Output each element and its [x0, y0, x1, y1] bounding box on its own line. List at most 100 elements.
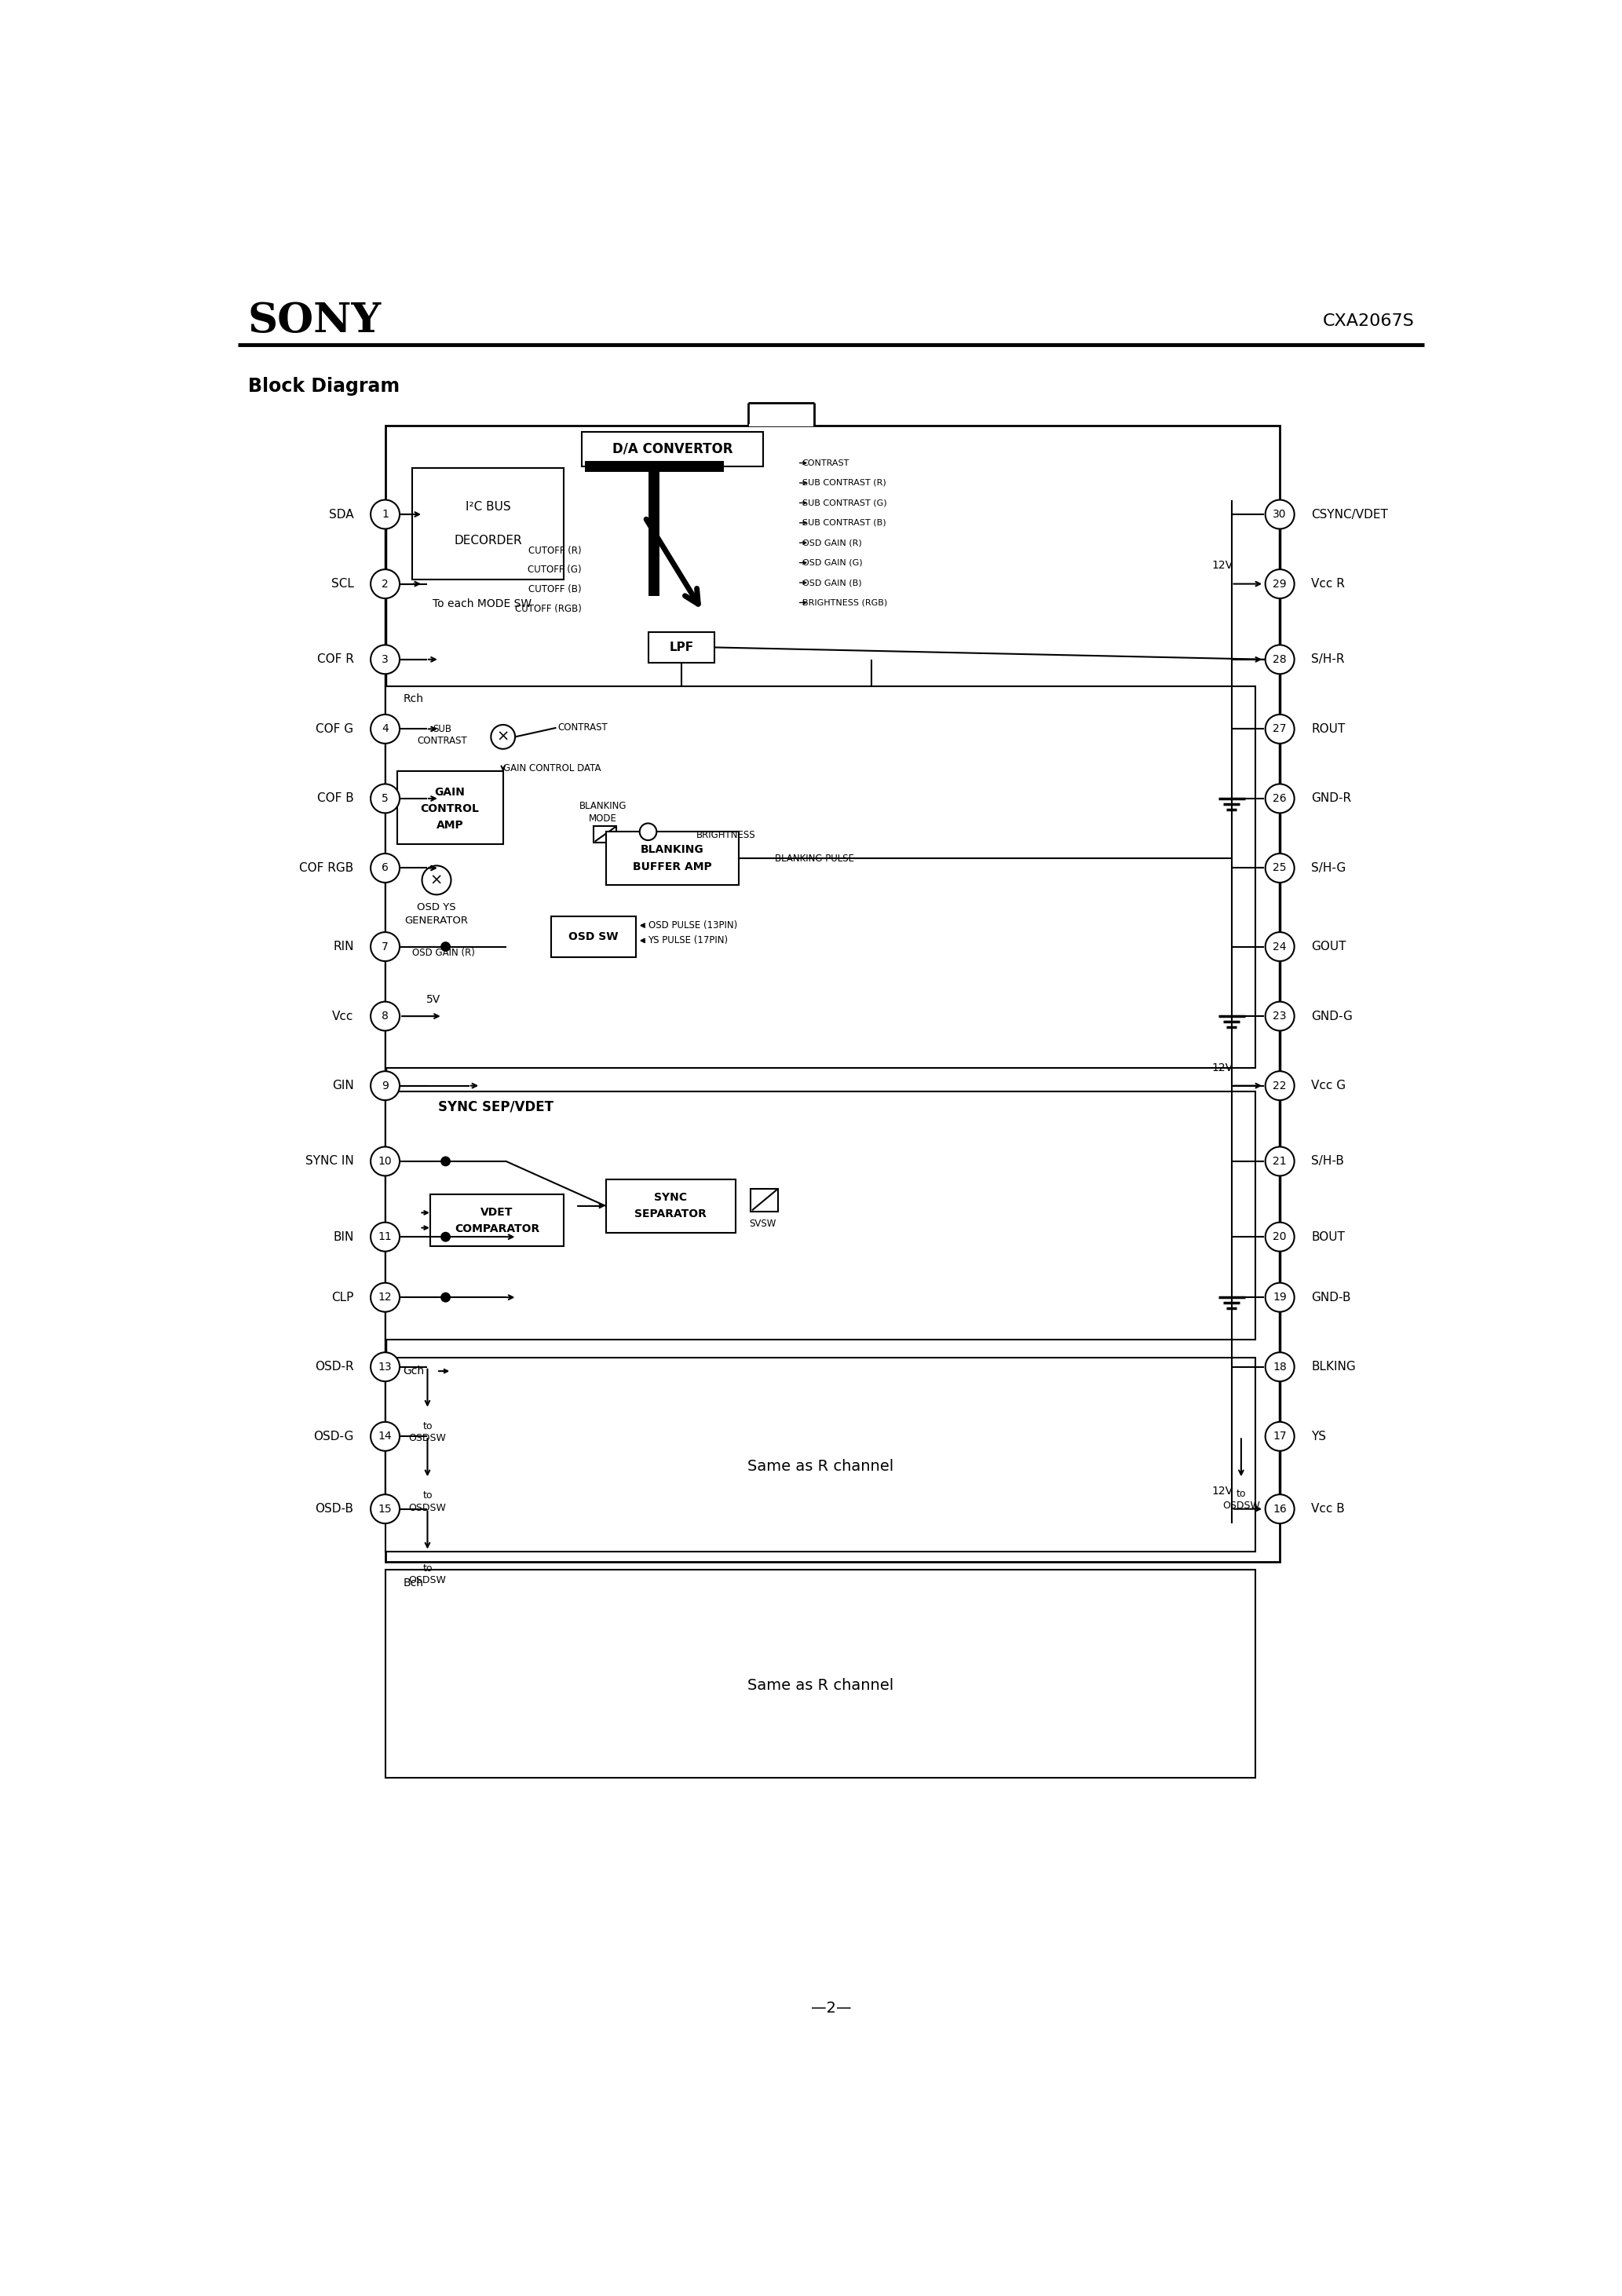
Text: GENERATOR: GENERATOR [406, 916, 469, 925]
Bar [751, 1189, 779, 1212]
Text: I²C BUS: I²C BUS [466, 501, 511, 512]
Text: AMP: AMP [436, 820, 464, 831]
Text: DECORDER: DECORDER [454, 535, 522, 546]
Text: 28: 28 [1273, 654, 1286, 666]
Text: SUB CONTRAST (R): SUB CONTRAST (R) [803, 480, 886, 487]
Text: OSD GAIN (G): OSD GAIN (G) [803, 558, 863, 567]
Text: 16: 16 [1273, 1504, 1286, 1515]
Circle shape [371, 932, 399, 962]
Text: CONTROL: CONTROL [420, 804, 478, 815]
Circle shape [441, 1293, 449, 1302]
Text: BIN: BIN [333, 1231, 354, 1242]
Bar [384, 1357, 1255, 1552]
Text: Same as R channel: Same as R channel [748, 1460, 894, 1474]
Bar [384, 687, 1255, 1068]
Text: S/H-R: S/H-R [1311, 654, 1345, 666]
Text: CONTRAST: CONTRAST [803, 459, 850, 466]
Circle shape [371, 854, 399, 882]
Text: MODE: MODE [589, 813, 616, 824]
Text: Rch: Rch [404, 693, 423, 705]
Text: OSD GAIN (B): OSD GAIN (B) [803, 579, 861, 585]
Bar [551, 916, 636, 957]
Circle shape [1265, 1352, 1294, 1382]
Circle shape [1265, 501, 1294, 528]
Text: 12V: 12V [1212, 1063, 1233, 1072]
Text: BLANKING: BLANKING [579, 801, 626, 810]
Text: SEPARATOR: SEPARATOR [634, 1208, 707, 1219]
Text: 5V: 5V [427, 994, 441, 1006]
Text: COF G: COF G [316, 723, 354, 735]
Text: 10: 10 [378, 1155, 393, 1166]
Text: Vcc R: Vcc R [1311, 579, 1345, 590]
Text: OSD GAIN (R): OSD GAIN (R) [412, 948, 475, 957]
Text: 1: 1 [381, 510, 389, 519]
Text: CONTRAST: CONTRAST [558, 723, 608, 732]
Text: SYNC IN: SYNC IN [305, 1155, 354, 1166]
Circle shape [371, 1421, 399, 1451]
Text: 17: 17 [1273, 1430, 1286, 1442]
Text: CLP: CLP [331, 1290, 354, 1304]
Text: 19: 19 [1273, 1293, 1286, 1302]
Circle shape [441, 1157, 449, 1166]
Text: S/H-B: S/H-B [1311, 1155, 1345, 1166]
Circle shape [371, 1495, 399, 1525]
Text: 5: 5 [381, 792, 389, 804]
Text: GND-G: GND-G [1311, 1010, 1353, 1022]
Text: CUTOFF (B): CUTOFF (B) [529, 583, 582, 595]
Circle shape [371, 569, 399, 599]
Text: 18: 18 [1273, 1362, 1286, 1373]
Text: 23: 23 [1273, 1010, 1286, 1022]
Text: 29: 29 [1273, 579, 1286, 590]
Circle shape [1265, 1283, 1294, 1311]
Text: VDET: VDET [480, 1208, 513, 1219]
Text: OSDSW: OSDSW [409, 1575, 446, 1587]
Bar [749, 425, 813, 427]
Text: SYNC SEP/VDET: SYNC SEP/VDET [438, 1100, 553, 1114]
Bar [594, 827, 616, 843]
Text: 12: 12 [378, 1293, 393, 1302]
Text: Vcc G: Vcc G [1311, 1079, 1346, 1091]
Text: OSD-B: OSD-B [315, 1504, 354, 1515]
Text: SUB CONTRAST (B): SUB CONTRAST (B) [803, 519, 886, 526]
Circle shape [441, 941, 449, 951]
Bar [384, 1093, 1255, 1339]
Circle shape [1265, 854, 1294, 882]
Text: SVSW: SVSW [749, 1219, 777, 1228]
Text: GOUT: GOUT [1311, 941, 1346, 953]
Circle shape [371, 1146, 399, 1176]
Text: to: to [423, 1421, 433, 1430]
Text: GIN: GIN [333, 1079, 354, 1091]
Text: SYNC: SYNC [654, 1192, 688, 1203]
Bar [649, 631, 715, 664]
Text: BRIGHTNESS (RGB): BRIGHTNESS (RGB) [803, 599, 887, 606]
Text: 26: 26 [1273, 792, 1286, 804]
Text: 21: 21 [1273, 1155, 1286, 1166]
Bar [605, 831, 738, 884]
Text: BLANKING: BLANKING [641, 845, 704, 856]
Text: CUTOFF (R): CUTOFF (R) [529, 546, 582, 556]
Text: ×: × [496, 730, 509, 744]
Text: ROUT: ROUT [1311, 723, 1345, 735]
Circle shape [371, 714, 399, 744]
Circle shape [1265, 645, 1294, 675]
Text: SDA: SDA [329, 507, 354, 521]
Circle shape [371, 645, 399, 675]
Text: SONY: SONY [248, 301, 381, 340]
Text: OSDSW: OSDSW [409, 1433, 446, 1444]
Bar [430, 1194, 563, 1247]
Circle shape [1265, 783, 1294, 813]
Circle shape [371, 1352, 399, 1382]
Text: 15: 15 [378, 1504, 393, 1515]
Text: OSDSW: OSDSW [1223, 1502, 1260, 1511]
Text: —2—: —2— [811, 2000, 852, 2016]
Circle shape [371, 1221, 399, 1251]
Text: 6: 6 [381, 863, 389, 872]
Text: 24: 24 [1273, 941, 1286, 953]
Text: RIN: RIN [333, 941, 354, 953]
Text: OSDSW: OSDSW [409, 1502, 446, 1513]
Text: OSD-R: OSD-R [315, 1362, 354, 1373]
Text: 25: 25 [1273, 863, 1286, 872]
Circle shape [1265, 1072, 1294, 1100]
Circle shape [371, 783, 399, 813]
Circle shape [1265, 569, 1294, 599]
